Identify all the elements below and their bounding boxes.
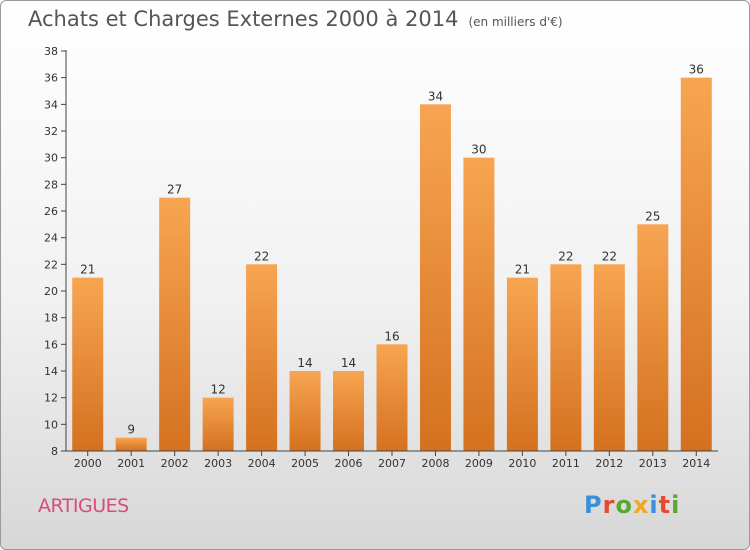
x-tick-label: 2005 [291, 457, 319, 470]
bar [419, 104, 451, 451]
logo-letter: r [602, 491, 616, 519]
data-label: 22 [602, 249, 617, 263]
bar [202, 397, 234, 451]
x-tick-label: 2004 [248, 457, 276, 470]
data-label: 34 [428, 89, 443, 103]
bar [680, 77, 712, 452]
logo-letter: t [658, 491, 672, 519]
y-tick-label: 32 [44, 125, 58, 138]
data-label: 27 [167, 183, 182, 197]
x-tick-label: 2000 [74, 457, 102, 470]
bar [463, 157, 495, 451]
y-tick-label: 16 [44, 338, 58, 351]
data-label: 21 [80, 263, 95, 277]
chart-unit: (en milliers d'€) [468, 15, 563, 29]
x-tick-label: 2011 [552, 457, 580, 470]
data-label: 9 [127, 423, 135, 437]
data-label: 16 [384, 329, 399, 343]
bar [637, 224, 669, 451]
bars: 21 9 27 12 22 14 14 16 34 30 21 22 22 25 36 [72, 63, 712, 452]
x-tick-label: 2009 [465, 457, 493, 470]
bar [246, 264, 278, 451]
data-label: 25 [645, 209, 660, 223]
data-label: 21 [515, 263, 530, 277]
data-label: 22 [558, 249, 573, 263]
y-axis: 8 10 12 14 16 18 20 22 24 26 28 30 32 34 36 38 [44, 45, 67, 458]
bar [593, 264, 625, 451]
x-tick-label: 2007 [378, 457, 406, 470]
x-tick-label: 2003 [204, 457, 232, 470]
y-tick-label: 28 [44, 178, 58, 191]
y-tick-label: 8 [51, 445, 58, 458]
x-tick-label: 2006 [335, 457, 363, 470]
bar [72, 277, 104, 451]
data-label: 12 [210, 383, 225, 397]
x-tick-label: 2010 [508, 457, 536, 470]
data-label: 36 [689, 63, 704, 77]
chart-title: Achats et Charges Externes 2000 à 2014 (e… [28, 7, 563, 31]
y-tick-label: 34 [44, 98, 58, 111]
logo-letter: o [615, 491, 633, 519]
bar [333, 371, 365, 451]
data-label: 14 [297, 356, 312, 370]
bar [289, 371, 321, 451]
chart-title-text: Achats et Charges Externes 2000 à 2014 [28, 7, 459, 31]
x-tick-label: 2008 [421, 457, 449, 470]
y-tick-label: 20 [44, 285, 58, 298]
y-tick-label: 10 [44, 418, 58, 431]
bar [115, 437, 147, 451]
logo-letter: i [649, 491, 659, 519]
y-tick-label: 36 [44, 72, 58, 85]
logo-letter: P [584, 491, 603, 519]
x-axis: 2000 2001 2002 2003 2004 2005 2006 2007 2008 2009… [66, 450, 718, 470]
logo-letter: i [671, 491, 681, 519]
data-label: 22 [254, 249, 269, 263]
bar [376, 344, 408, 451]
bar [506, 277, 538, 451]
proxiti-logo[interactable]: Proxiti [584, 491, 680, 519]
y-tick-label: 26 [44, 205, 58, 218]
y-tick-label: 24 [44, 232, 58, 245]
bar [159, 197, 191, 451]
y-tick-label: 30 [44, 152, 58, 165]
y-tick-label: 22 [44, 258, 58, 271]
x-tick-label: 2001 [117, 457, 145, 470]
x-tick-label: 2012 [595, 457, 623, 470]
x-tick-label: 2013 [639, 457, 667, 470]
y-tick-label: 18 [44, 312, 58, 325]
y-tick-label: 14 [44, 365, 58, 378]
logo-letter: x [632, 491, 650, 519]
y-tick-label: 12 [44, 392, 58, 405]
location-label: ARTIGUES [38, 495, 129, 517]
data-label: 14 [341, 356, 356, 370]
data-label: 30 [471, 143, 486, 157]
bar [550, 264, 582, 451]
x-tick-label: 2014 [682, 457, 710, 470]
x-tick-label: 2002 [161, 457, 189, 470]
y-tick-label: 38 [44, 45, 58, 58]
